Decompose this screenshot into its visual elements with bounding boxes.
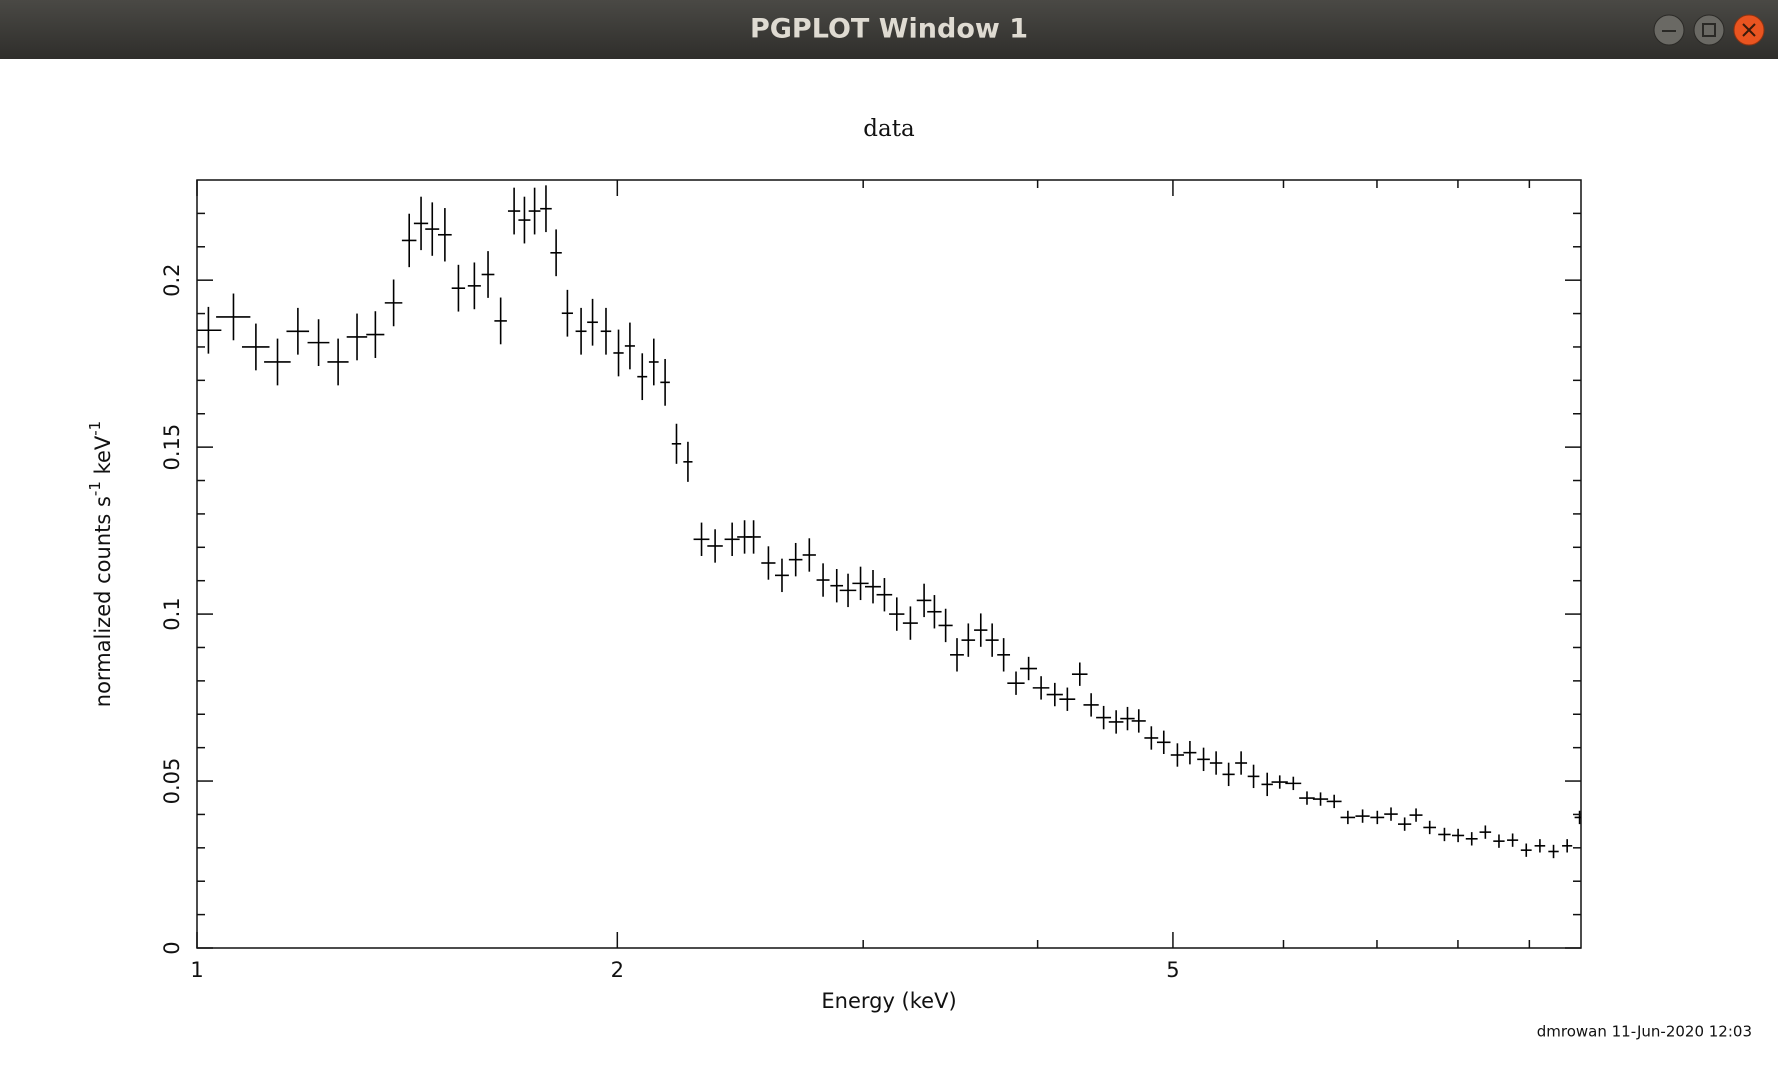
y-label-sup: -1 (86, 421, 104, 436)
y-label-part: keV (91, 435, 115, 481)
footer-stamp: dmrowan 11-Jun-2020 12:03 (1537, 1023, 1752, 1041)
y-tick-label: 0.2 (160, 263, 184, 296)
maximize-icon (1702, 23, 1716, 37)
window-title: PGPLOT Window 1 (750, 14, 1028, 45)
y-tick-label: 0.1 (160, 597, 184, 630)
maximize-button[interactable] (1693, 14, 1725, 46)
data-points (197, 185, 1581, 859)
y-label-sup: -1 (86, 481, 104, 496)
x-tick-label: 5 (1166, 958, 1179, 982)
y-label-part: normalized counts s (91, 496, 115, 707)
title-bar (0, 0, 1778, 59)
plot-frame (196, 179, 1582, 949)
y-tick-label: 0.05 (160, 758, 184, 805)
close-icon (1742, 23, 1756, 37)
y-tick-label: 0 (160, 941, 184, 954)
window-buttons (1653, 14, 1765, 46)
x-tick-label: 2 (611, 958, 624, 982)
y-axis-label: normalized counts s-1 keV-1 (86, 421, 116, 707)
chart-title: data (863, 116, 915, 142)
x-axis-label: Energy (keV) (821, 989, 956, 1013)
y-tick-label: 0.15 (160, 424, 184, 471)
x-tick-label: 1 (190, 958, 203, 982)
